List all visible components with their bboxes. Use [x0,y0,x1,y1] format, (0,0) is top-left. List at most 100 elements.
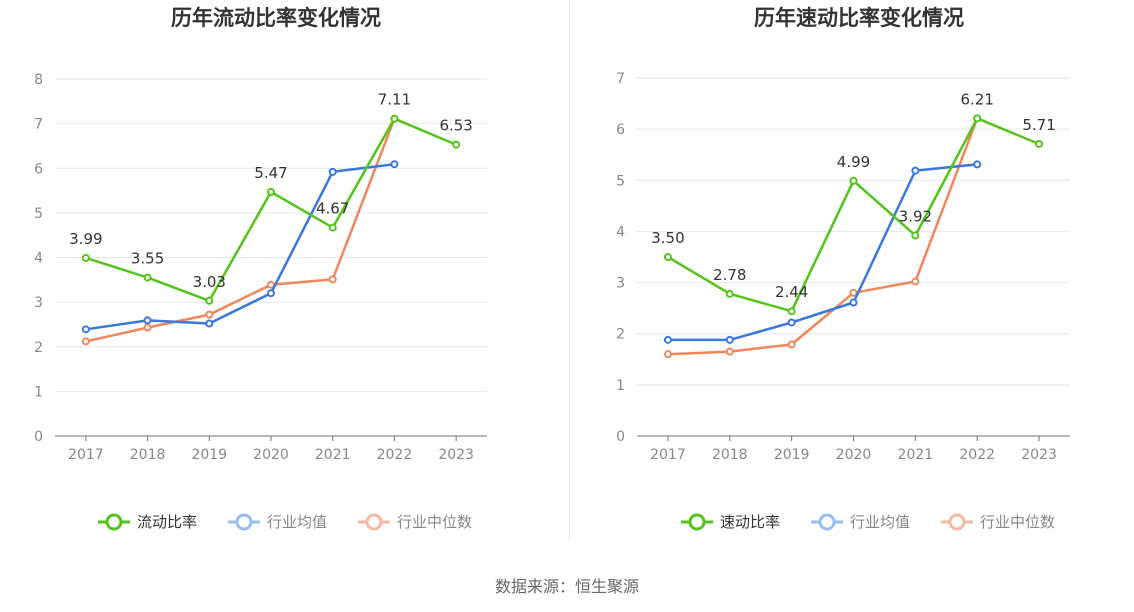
x-tick-label: 2023 [1021,447,1057,463]
x-tick-label: 2022 [959,447,995,463]
y-tick-label: 1 [34,384,43,400]
data-point [1035,139,1044,148]
data-label: 4.99 [837,153,870,171]
legend-label: 行业中位数 [397,513,472,531]
series-line-2 [85,118,396,343]
y-tick-label: 6 [616,122,625,138]
legend-label: 行业中位数 [980,513,1055,531]
data-label: 2.78 [713,266,746,284]
data-point [328,167,337,176]
chart-divider [569,0,570,540]
data-point [725,289,734,298]
legend-marker [365,513,383,531]
x-tick-label: 2021 [315,447,351,463]
x-tick-label: 2018 [712,447,748,463]
data-label: 3.03 [193,273,226,291]
data-point [267,187,275,196]
data-label: 3.99 [69,230,102,248]
y-tick-label: 1 [616,378,625,394]
data-point [663,253,672,261]
y-tick-label: 7 [34,117,43,133]
data-point [663,335,672,344]
y-tick-label: 4 [34,251,43,267]
series-line-1 [85,162,395,331]
y-tick-label: 3 [34,295,43,311]
data-point [205,310,214,319]
y-tick-label: 3 [616,276,625,292]
legend-marker [105,513,123,531]
data-label: 5.71 [1022,116,1055,134]
legend-marker [948,513,966,531]
y-tick-label: 0 [34,429,43,445]
chart-title: 历年速动比率变化情况 [754,6,964,30]
series-line-1 [667,163,978,342]
y-tick-label: 2 [34,340,43,356]
legend-label: 行业均值 [267,513,327,531]
data-point [205,296,214,305]
y-tick-label: 8 [34,72,43,88]
data-label: 3.50 [651,229,684,247]
series-line-0 [85,117,457,303]
data-point [143,316,152,325]
data-point [973,114,982,123]
legend-item[interactable]: 行业中位数 [358,513,472,531]
legend-label: 流动比率 [137,513,197,531]
data-label: 5.47 [254,164,287,182]
legend-marker [235,513,253,531]
x-tick-label: 2022 [377,447,413,463]
y-tick-label: 5 [616,173,625,189]
y-tick-label: 7 [616,71,625,87]
legend-label: 速动比率 [720,513,780,531]
data-point [143,273,152,282]
data-point [390,160,399,169]
data-point [787,307,796,316]
data-label: 2.44 [775,283,808,301]
data-label: 4.67 [316,200,349,218]
data-point [849,288,858,297]
x-tick-label: 2019 [774,447,810,463]
x-tick-label: 2019 [191,447,227,463]
data-point [328,223,337,232]
data-label: 3.92 [899,208,932,226]
legend-item[interactable]: 行业中位数 [941,513,1055,531]
x-tick-label: 2017 [68,447,104,463]
series-line-2 [667,117,979,356]
current-ratio-chart: 历年流动比率变化情况 0 1 2 3 4 5 6 7 8 2017 2018 2019 2020 2021 2… [34,6,487,531]
data-point [787,340,796,349]
data-point [911,231,920,240]
chart-title: 历年流动比率变化情况 [171,6,381,30]
data-label: 6.53 [439,117,472,135]
data-point [725,347,734,356]
data-point [143,323,152,332]
data-point [267,289,275,298]
legend-marker [818,513,836,531]
legend-item[interactable]: 行业均值 [811,513,910,531]
legend-label: 行业均值 [850,513,910,531]
data-point [328,275,337,284]
data-point [390,114,399,123]
data-label: 7.11 [378,91,411,109]
y-tick-label: 0 [616,429,625,445]
quick-ratio-chart: 历年速动比率变化情况 0 1 2 3 4 5 6 7 2017 2018 2019 2020 2021 20… [616,6,1070,531]
x-tick-label: 2018 [130,447,166,463]
x-tick-label: 2023 [438,447,474,463]
data-point [849,298,858,307]
legend-marker [688,513,706,531]
y-tick-label: 6 [34,161,43,177]
data-point [81,253,90,262]
data-source: 数据来源：恒生聚源 [494,577,639,596]
legend-item[interactable]: 流动比率 [98,513,197,531]
x-tick-label: 2021 [898,447,934,463]
data-point [81,325,90,334]
x-tick-label: 2017 [650,447,686,463]
y-tick-label: 2 [616,327,625,343]
data-point [725,335,734,344]
data-point [205,319,214,328]
data-point [81,337,90,346]
legend-item[interactable]: 行业均值 [228,513,327,531]
data-point [911,277,920,286]
y-tick-label: 5 [34,206,43,222]
legend-item[interactable]: 速动比率 [681,513,780,531]
x-tick-label: 2020 [836,447,872,463]
